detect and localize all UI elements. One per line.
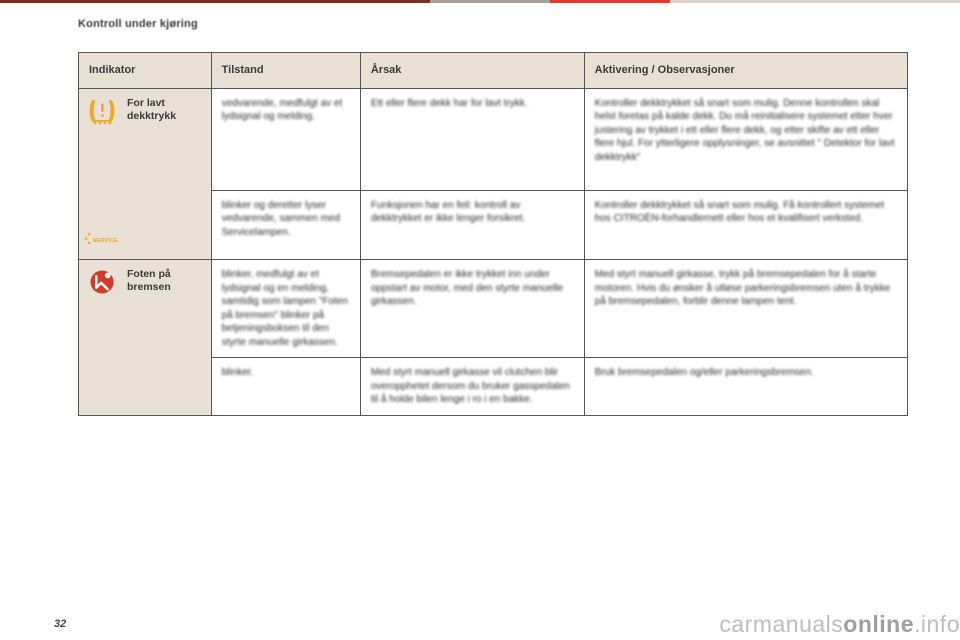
tilstand-cell: vedvarende, medfulgt av et lydsignal og … [211, 88, 360, 190]
watermark-part: .info [914, 611, 960, 637]
arsak-cell: Funksjonen har en feil: kontroll av dekk… [360, 190, 584, 259]
tilstand-cell: blinker. [211, 358, 360, 416]
tilstand-cell: blinker og deretter lyser vedvarende, sa… [211, 190, 360, 259]
th-indikator: Indikator [79, 53, 212, 89]
th-aktivering: Aktivering / Observasjoner [584, 53, 907, 89]
page-number: 32 [54, 618, 66, 630]
tilstand-cell: blinker, medfulgt av et lydsignal og en … [211, 260, 360, 358]
header-rule-seg [0, 0, 430, 3]
arsak-cell: Ett eller flere dekk har for lavt trykk. [360, 88, 584, 190]
foot-brake-icon [85, 268, 119, 296]
table-row: Foten på bremsen blinker, medfulgt av et… [79, 260, 908, 358]
watermark-part: online [843, 611, 914, 637]
header-rule [0, 0, 960, 3]
header-rule-seg [430, 0, 550, 3]
indicator-label: Foten på bremsen [127, 268, 205, 294]
svg-text:SERVICE: SERVICE [92, 238, 118, 244]
header-rule-seg [550, 0, 670, 3]
arsak-cell: Med styrt manuell girkasse vil clutchen … [360, 358, 584, 416]
watermark-part: carmanuals [719, 611, 843, 637]
section-title: Kontroll under kjøring [78, 18, 908, 30]
watermark: carmanualsonline.info [719, 611, 960, 638]
indicator-cell: For lavt dekktrykk SERVICE [79, 88, 212, 260]
arsak-cell: Bremsepedalen er ikke trykket inn under … [360, 260, 584, 358]
table-header-row: Indikator Tilstand Årsak Aktivering / Ob… [79, 53, 908, 89]
table-row: For lavt dekktrykk SERVICE vedvarend [79, 88, 908, 190]
indicator-label: For lavt dekktrykk [127, 97, 205, 123]
th-arsak: Årsak [360, 53, 584, 89]
indicator-table: Indikator Tilstand Årsak Aktivering / Ob… [78, 52, 908, 416]
tyre-pressure-icon [85, 97, 119, 125]
page: Kontroll under kjøring Indikator Tilstan… [0, 0, 960, 640]
aktivering-cell: Bruk bremsepedalen og/eller parkeringsbr… [584, 358, 907, 416]
th-tilstand: Tilstand [211, 53, 360, 89]
aktivering-cell: Kontroller dekktrykket så snart som muli… [584, 88, 907, 190]
aktivering-cell: Med styrt manuell girkasse, trykk på bre… [584, 260, 907, 358]
service-text-icon: SERVICE [85, 231, 129, 247]
aktivering-cell: Kontroller dekktrykket så snart som muli… [584, 190, 907, 259]
header-rule-seg [670, 0, 960, 3]
indicator-cell: Foten på bremsen [79, 260, 212, 416]
